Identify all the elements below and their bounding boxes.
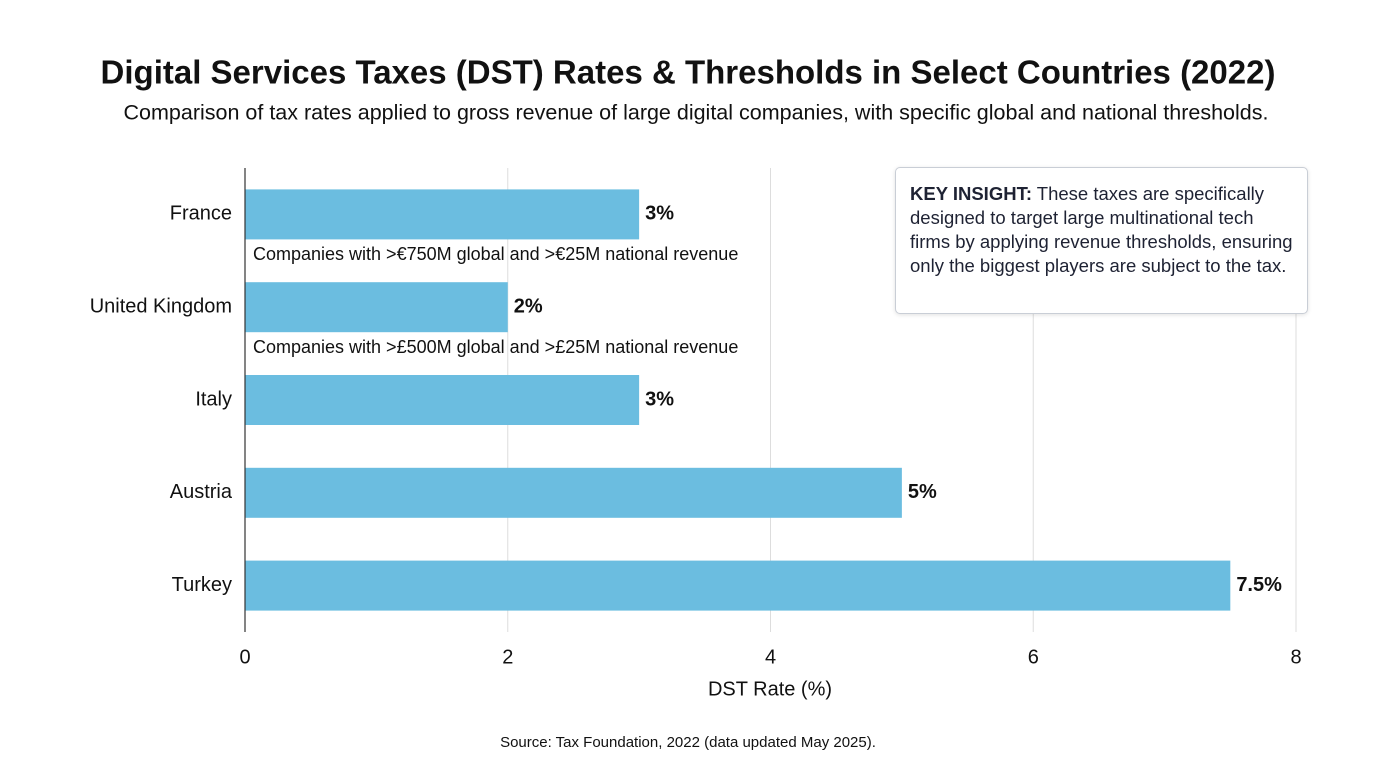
insight-text: These taxes are specifically designed to… [910,183,1293,276]
bar [245,467,902,518]
x-tick-label: 0 [239,646,250,668]
value-label: 2% [514,295,543,317]
y-tick-label: United Kingdom [90,295,232,317]
x-axis-label: DST Rate (%) [708,678,832,700]
bar [245,375,640,425]
x-tick-label: 6 [1028,646,1039,668]
value-label: 7.5% [1236,574,1282,596]
bar-note: Companies with >€750M global and >€25M n… [253,244,738,264]
y-tick-label: France [170,203,232,225]
chart-title: Digital Services Taxes (DST) Rates & Thr… [101,54,1276,91]
bar [245,282,508,333]
x-tick-label: 4 [765,646,776,668]
y-tick-label: Italy [195,388,232,410]
value-label: 3% [645,203,674,225]
bar-note: Companies with >£500M global and >£25M n… [253,337,738,357]
value-label: 3% [645,388,674,410]
bar [245,189,640,240]
bar [245,560,1231,611]
insight-label: KEY INSIGHT: [910,183,1032,204]
chart-subtitle: Comparison of tax rates applied to gross… [124,101,1269,125]
source-note: Source: Tax Foundation, 2022 (data updat… [500,734,876,751]
x-tick-label: 2 [502,646,513,668]
x-tick-label: 8 [1290,646,1301,668]
y-tick-label: Turkey [172,574,232,596]
insight-box: KEY INSIGHT: These taxes are specificall… [895,167,1308,314]
y-tick-label: Austria [170,481,233,503]
value-label: 5% [908,481,937,503]
